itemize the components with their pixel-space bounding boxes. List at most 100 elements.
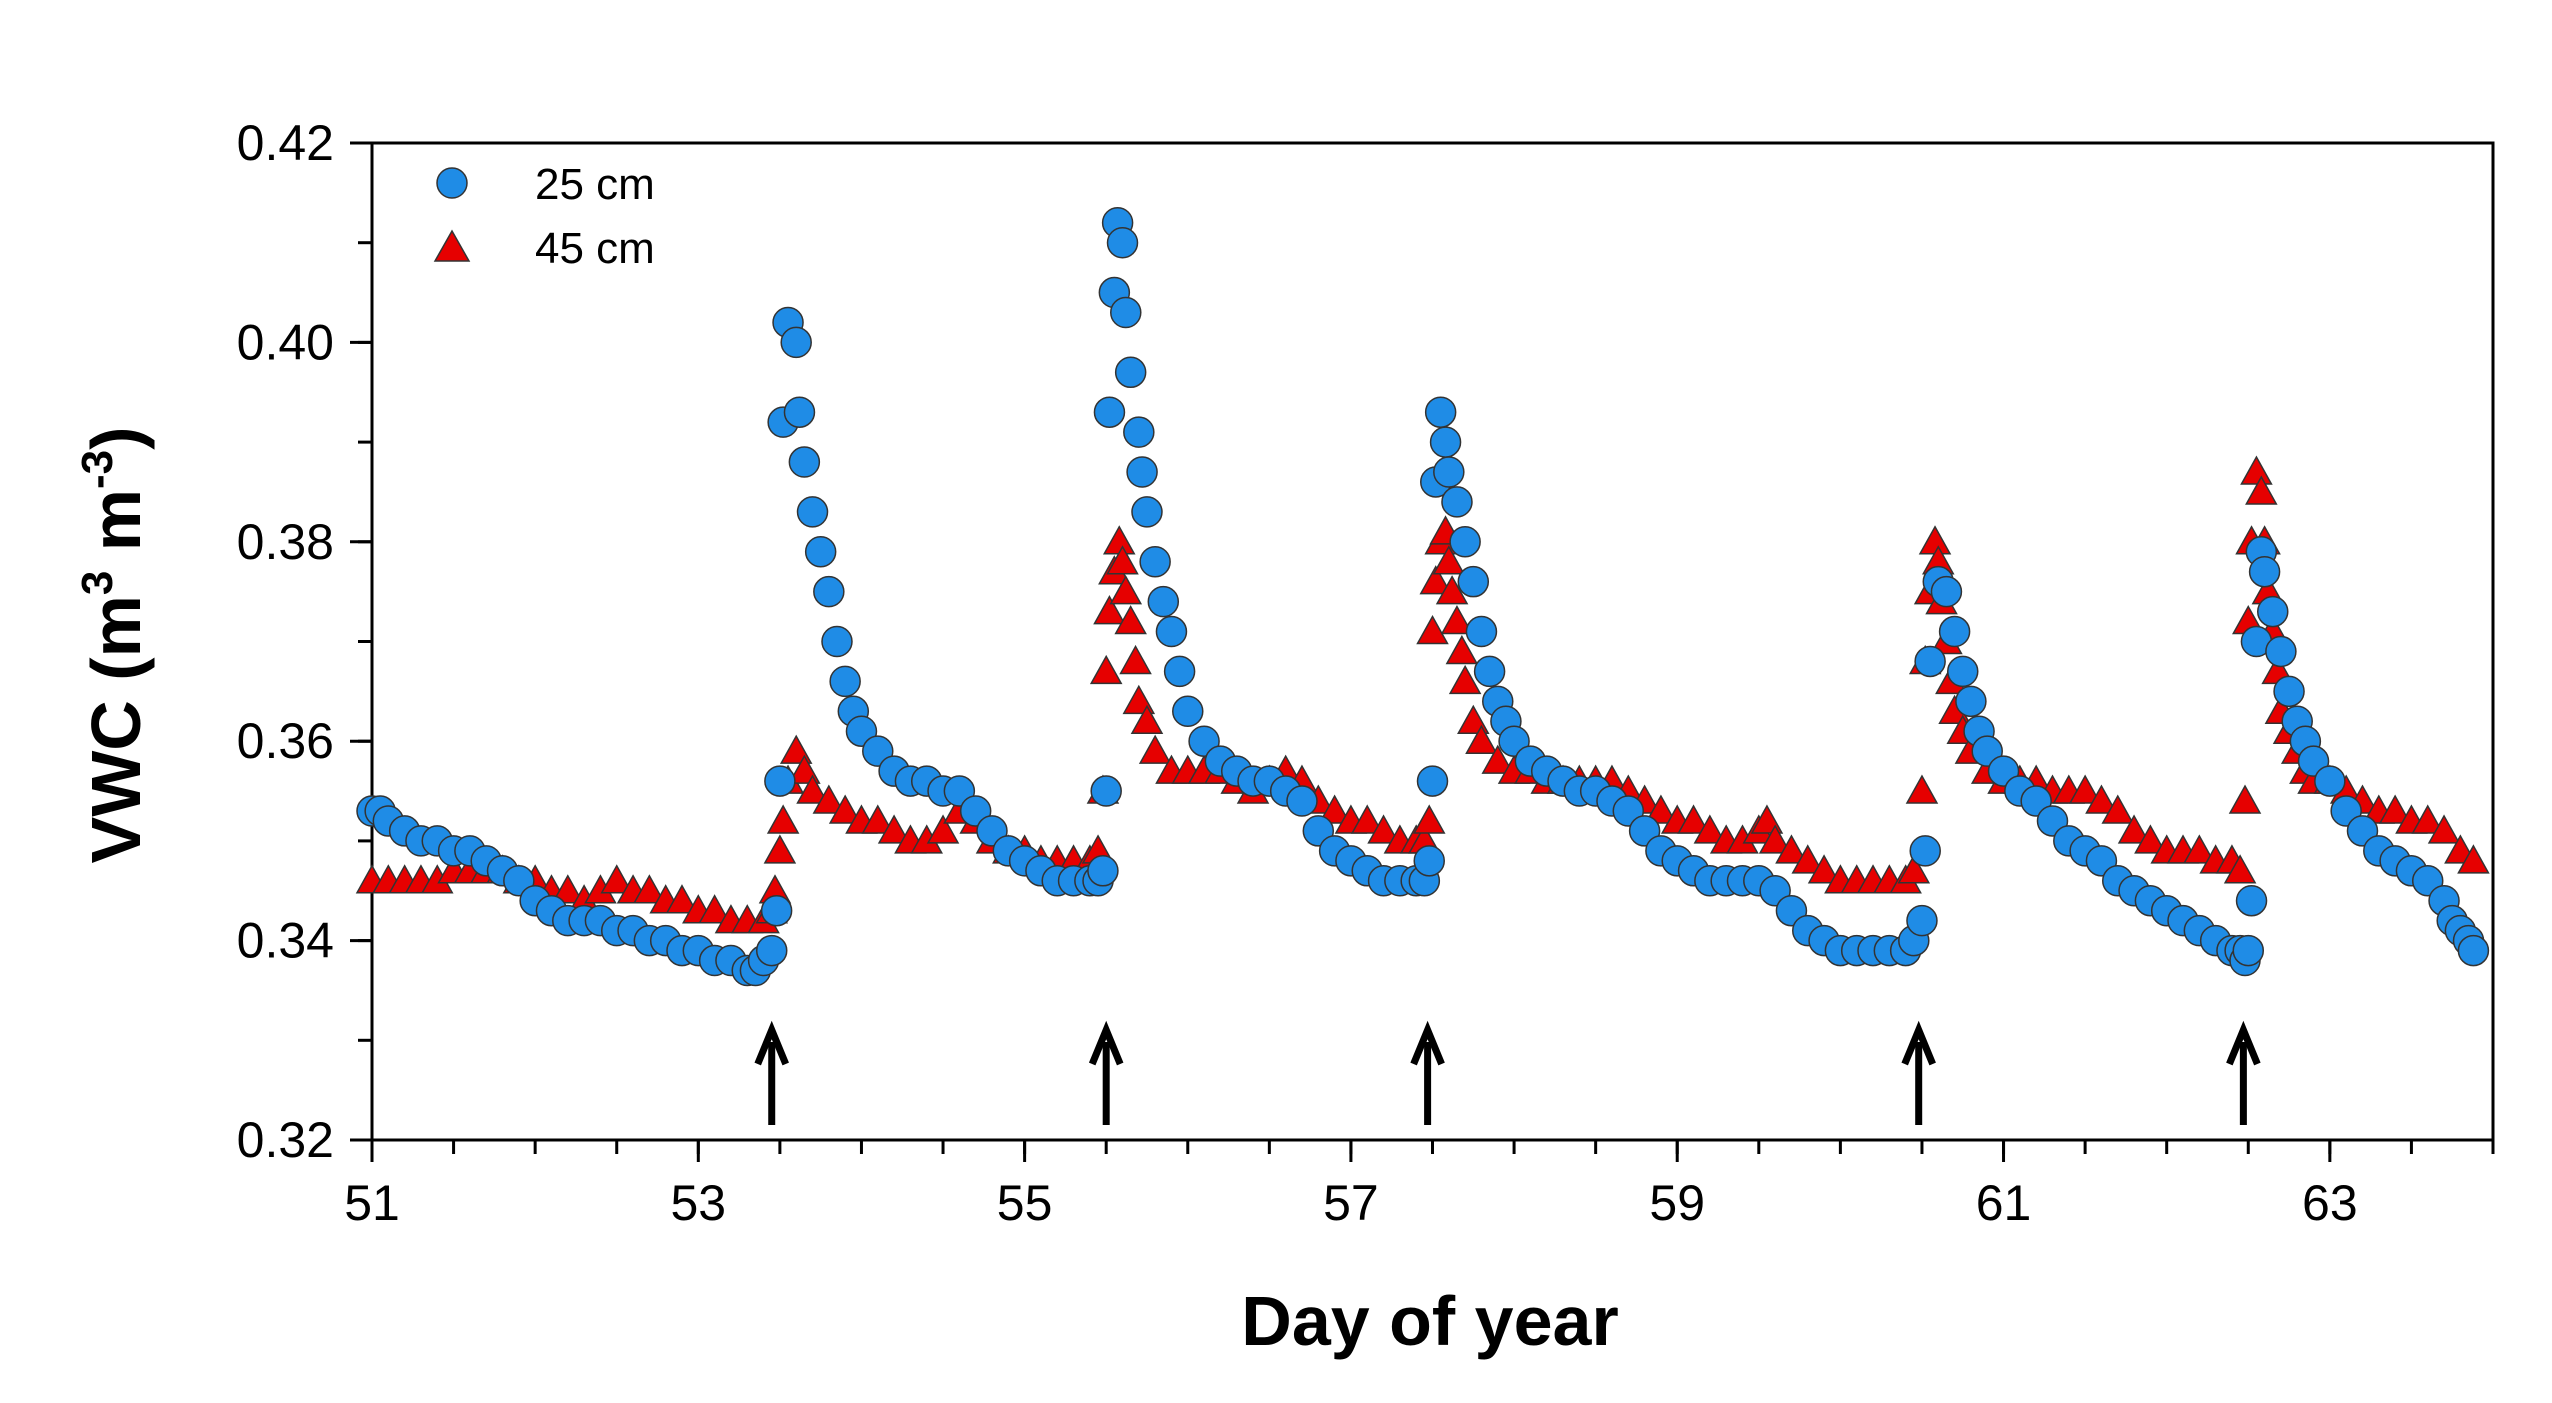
data-point-45cm xyxy=(551,874,585,904)
data-point-45cm xyxy=(1481,744,1515,774)
data-point-25cm xyxy=(755,934,788,967)
data-point-45cm xyxy=(1791,844,1825,874)
data-point-45cm xyxy=(1119,644,1152,675)
x-axis-title: Day of year xyxy=(1241,1282,1618,1360)
data-point-25cm xyxy=(1433,456,1465,488)
x-tick-label: 61 xyxy=(1976,1175,2032,1231)
data-point-25cm xyxy=(1930,575,1963,608)
y-axis-title-middle: m xyxy=(77,489,155,571)
data-point-45cm xyxy=(665,884,699,914)
x-tick-label: 63 xyxy=(2302,1175,2358,1231)
y-axis: 0.32 0.34 0.36 0.38 0.40 0.42 xyxy=(237,115,372,1168)
data-point-45cm xyxy=(1693,814,1727,844)
data-point-25cm xyxy=(2265,635,2297,668)
data-point-45cm xyxy=(2411,804,2445,834)
data-point-25cm xyxy=(783,396,816,428)
data-point-25cm xyxy=(1155,615,1188,648)
data-point-25cm xyxy=(2235,884,2268,917)
data-point-45cm xyxy=(1416,614,1449,645)
data-point-45cm xyxy=(1758,824,1792,854)
data-point-45cm xyxy=(1318,794,1351,824)
data-point-25cm xyxy=(764,765,796,797)
data-point-25cm xyxy=(1441,486,1473,518)
data-point-25cm xyxy=(1106,226,1139,259)
data-point-45cm xyxy=(2245,475,2278,505)
arrow-head xyxy=(2226,1020,2261,1066)
data-point-45cm xyxy=(2068,774,2102,804)
data-point-45cm xyxy=(1807,854,1841,884)
data-point-25cm xyxy=(1465,615,1498,648)
data-point-25cm xyxy=(813,575,845,608)
data-point-25cm xyxy=(829,665,861,698)
legend-marker-45cm xyxy=(433,229,471,262)
x-axis: 51 53 55 57 59 61 63 xyxy=(344,1140,2495,1231)
arrow-head xyxy=(1088,1020,1124,1066)
y-axis-title: VWC (m3 m-3) xyxy=(73,427,155,864)
data-point-45cm xyxy=(812,784,846,814)
x-tick-label: 57 xyxy=(1323,1175,1379,1231)
data-point-25cm xyxy=(821,625,853,658)
y-tick-label: 0.34 xyxy=(237,913,334,969)
data-point-25cm xyxy=(1909,835,1941,867)
data-point-25cm xyxy=(2232,934,2265,967)
data-point-25cm xyxy=(1126,456,1158,488)
data-point-45cm xyxy=(698,894,731,924)
irrigation-arrow xyxy=(1901,1020,1936,1125)
data-point-45cm xyxy=(1350,804,1384,834)
data-point-25cm xyxy=(1457,565,1490,598)
data-point-25cm xyxy=(1424,396,1457,428)
data-point-45cm xyxy=(2427,814,2461,844)
data-point-45cm xyxy=(1130,704,1164,735)
legend-label-45cm: 45 cm xyxy=(535,224,655,273)
data-point-25cm xyxy=(1416,765,1449,797)
data-point-25cm xyxy=(804,536,837,568)
legend-marker-25cm xyxy=(436,167,468,199)
data-point-45cm xyxy=(763,834,797,864)
data-point-25cm xyxy=(2256,595,2289,628)
x-tick-label: 51 xyxy=(344,1175,400,1231)
data-point-45cm xyxy=(1775,834,1808,864)
data-point-45cm xyxy=(1089,654,1123,685)
data-point-25cm xyxy=(1139,545,1171,578)
data-point-25cm xyxy=(1449,526,1481,558)
data-point-45cm xyxy=(633,874,666,904)
data-point-45cm xyxy=(1465,724,1498,754)
data-point-45cm xyxy=(2223,854,2257,884)
data-point-25cm xyxy=(1163,655,1196,688)
data-point-25cm xyxy=(796,496,829,528)
data-point-25cm xyxy=(1147,585,1180,618)
data-point-45cm xyxy=(2085,784,2118,814)
x-tick-label: 59 xyxy=(1649,1175,1705,1231)
data-point-25cm xyxy=(1413,845,1445,877)
y-tick-label: 0.32 xyxy=(237,1112,334,1168)
data-point-45cm xyxy=(2457,844,2490,874)
data-point-25cm xyxy=(2273,675,2305,708)
data-point-25cm xyxy=(1123,416,1155,448)
data-point-45cm xyxy=(828,794,862,824)
data-point-25cm xyxy=(2314,765,2346,797)
data-point-45cm xyxy=(1432,545,1466,575)
data-point-25cm xyxy=(1090,775,1122,807)
data-point-45cm xyxy=(1102,525,1136,555)
data-point-45cm xyxy=(1109,575,1143,605)
data-point-45cm xyxy=(1412,804,1446,834)
x-tick-label: 55 xyxy=(997,1175,1053,1231)
irrigation-arrow xyxy=(2226,1020,2261,1125)
data-point-45cm xyxy=(926,814,960,844)
y-axis-title-exp1: 3 xyxy=(73,571,122,595)
data-point-25cm xyxy=(1906,904,1938,937)
data-point-45cm xyxy=(2101,794,2135,824)
data-point-25cm xyxy=(1093,396,1126,428)
data-point-25cm xyxy=(760,894,793,927)
data-point-45cm xyxy=(1644,794,1678,824)
data-point-45cm xyxy=(2117,814,2151,844)
irrigation-arrow xyxy=(1088,1020,1124,1125)
data-point-45cm xyxy=(1918,525,1952,555)
data-point-45cm xyxy=(1897,854,1931,884)
data-point-45cm xyxy=(1138,734,1172,764)
irrigation-arrows xyxy=(754,1020,2261,1125)
data-point-45cm xyxy=(1367,814,1400,844)
y-axis-title-suffix: ) xyxy=(77,427,155,450)
y-axis-title-prefix: VWC (m xyxy=(77,595,155,863)
data-point-45cm xyxy=(600,864,634,894)
